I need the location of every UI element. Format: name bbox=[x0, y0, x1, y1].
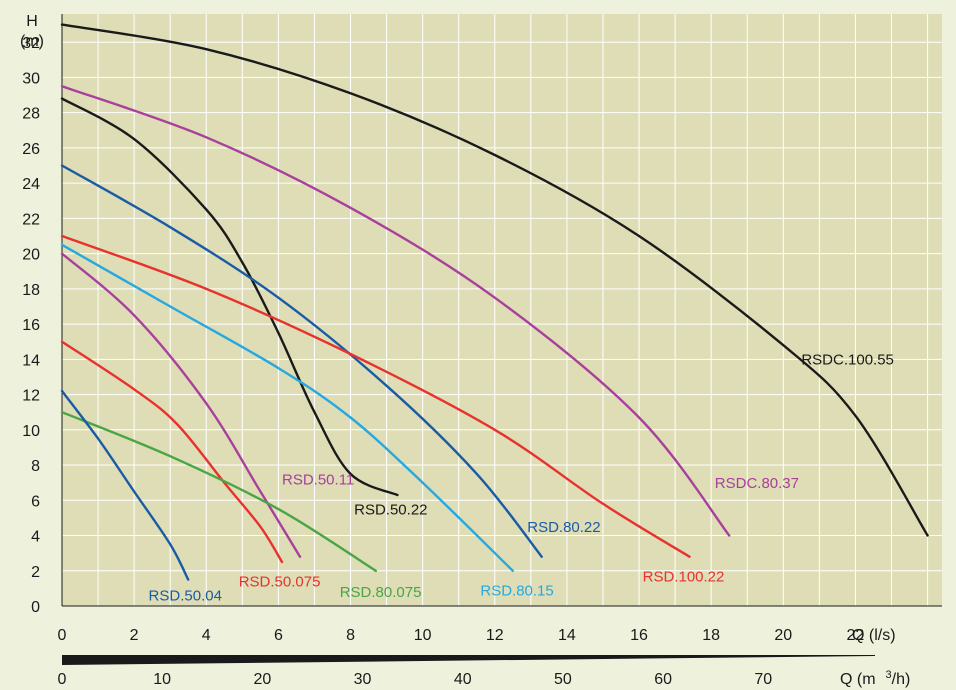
x-tick-labels: 0 2 4 6 8 10 12 14 16 18 20 22 bbox=[58, 627, 865, 644]
x-tick-label: 12 bbox=[486, 627, 504, 644]
curve-label: RSD.100.22 bbox=[643, 568, 725, 585]
y-axis-label-unit: (m) bbox=[20, 33, 44, 50]
y-tick-label: 32 bbox=[22, 35, 40, 52]
secondary-x-tick-label: 70 bbox=[754, 671, 772, 688]
secondary-axis-wedge bbox=[62, 655, 875, 665]
y-tick-label: 2 bbox=[31, 564, 40, 581]
secondary-x-tick-label: 10 bbox=[153, 671, 171, 688]
curve-label: RSD.50.04 bbox=[149, 588, 222, 605]
y-tick-label: 28 bbox=[22, 106, 40, 123]
curve-rsd-80-075 bbox=[60, 411, 377, 572]
y-tick-label: 0 bbox=[31, 599, 40, 616]
y-tick-label: 12 bbox=[22, 388, 40, 405]
secondary-x-tick-label: 40 bbox=[454, 671, 472, 688]
curve-rsd-50-22 bbox=[60, 97, 399, 497]
x-tick-label: 22 bbox=[847, 627, 865, 644]
y-tick-label: 18 bbox=[22, 282, 40, 299]
y-axis-label-h: H bbox=[26, 13, 38, 30]
x-tick-label: 4 bbox=[202, 627, 211, 644]
grid-lines bbox=[62, 14, 942, 606]
curve-label: RSDC.100.55 bbox=[801, 352, 894, 369]
curve-label: RSD.80.15 bbox=[480, 582, 553, 599]
x-tick-label: 16 bbox=[630, 627, 648, 644]
y-tick-label: 14 bbox=[22, 352, 40, 369]
curve-label: RSD.80.22 bbox=[527, 519, 600, 536]
secondary-x-tick-label: 50 bbox=[554, 671, 572, 688]
secondary-x-axis-label: Q (m 3/h) bbox=[840, 669, 910, 688]
x-tick-label: 2 bbox=[130, 627, 139, 644]
pump-curves bbox=[60, 23, 929, 581]
x-tick-label: 6 bbox=[274, 627, 283, 644]
curve-rsd-100-22 bbox=[60, 234, 691, 558]
y-tick-label: 6 bbox=[31, 493, 40, 510]
y-tick-label: 16 bbox=[22, 317, 40, 334]
curve-label: RSDC.80.37 bbox=[715, 475, 799, 492]
curve-label: RSD.50.075 bbox=[239, 574, 321, 591]
y-tick-label: 24 bbox=[22, 176, 40, 193]
x-tick-label: 10 bbox=[414, 627, 432, 644]
y-tick-label: 30 bbox=[22, 70, 40, 87]
x-axis-label: Q (l/s) bbox=[852, 627, 896, 644]
y-tick-label: 20 bbox=[22, 247, 40, 264]
secondary-x-tick-label: 60 bbox=[654, 671, 672, 688]
x-tick-label: 20 bbox=[774, 627, 792, 644]
secondary-x-tick-labels: 0 10 20 30 40 50 60 70 bbox=[58, 671, 773, 688]
y-tick-label: 10 bbox=[22, 423, 40, 440]
curve-rsd-80-22 bbox=[60, 164, 543, 558]
curve-labels: RSDC.100.55 RSDC.80.37 RSD.50.22 RSD.80.22 R… bbox=[149, 352, 894, 605]
y-tick-label: 8 bbox=[31, 458, 40, 475]
secondary-x-axis-label-sup: 3 bbox=[886, 669, 892, 681]
curve-rsdc-80-37 bbox=[60, 85, 731, 537]
x-tick-label: 8 bbox=[346, 627, 355, 644]
curve-label: RSD.80.075 bbox=[340, 584, 422, 601]
secondary-x-tick-label: 30 bbox=[354, 671, 372, 688]
curve-rsd-50-04 bbox=[60, 389, 190, 581]
x-tick-label: 0 bbox=[58, 627, 67, 644]
y-tick-label: 22 bbox=[22, 211, 40, 228]
curve-label: RSD.50.11 bbox=[282, 471, 354, 488]
curve-rsd-50-075 bbox=[60, 340, 284, 564]
y-tick-label: 26 bbox=[22, 141, 40, 158]
secondary-x-tick-label: 20 bbox=[253, 671, 271, 688]
secondary-x-tick-label: 0 bbox=[58, 671, 67, 688]
secondary-x-axis-label-suffix: /h) bbox=[892, 671, 911, 688]
plot-area bbox=[62, 14, 942, 606]
curve-rsd-50-11 bbox=[60, 252, 302, 558]
secondary-x-axis-label-prefix: Q (m bbox=[840, 671, 876, 688]
curve-rsdc-100-55 bbox=[60, 23, 929, 537]
curve-rsd-80-15 bbox=[60, 243, 514, 572]
curve-label: RSD.50.22 bbox=[354, 501, 427, 518]
x-tick-label: 14 bbox=[558, 627, 576, 644]
x-tick-label: 18 bbox=[702, 627, 720, 644]
y-tick-label: 4 bbox=[31, 529, 40, 546]
